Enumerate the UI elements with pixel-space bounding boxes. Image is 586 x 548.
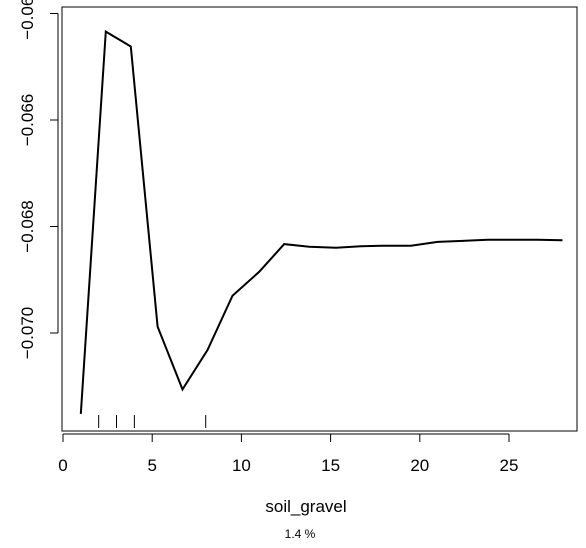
x-tick-label: 20 xyxy=(410,456,429,475)
x-tick-label: 25 xyxy=(500,456,519,475)
y-tick-label: −0.070 xyxy=(18,307,37,359)
y-axis: −0.064 −0.066 −0.068 −0.070 xyxy=(18,0,59,359)
x-axis-label: soil_gravel xyxy=(265,497,346,516)
x-tick-label: 0 xyxy=(58,456,67,475)
x-tick-label: 5 xyxy=(147,456,156,475)
x-tick-label: 10 xyxy=(232,456,251,475)
rug-marks xyxy=(98,415,207,428)
y-tick-label: −0.066 xyxy=(18,94,37,146)
x-axis-subtitle: 1.4 % xyxy=(285,527,316,541)
x-axis: 0 5 10 15 20 25 xyxy=(58,433,519,475)
y-tick-label: −0.068 xyxy=(18,200,37,252)
x-tick-label: 15 xyxy=(321,456,340,475)
y-tick-label: −0.064 xyxy=(18,0,37,40)
series-line xyxy=(79,29,563,414)
plot-frame xyxy=(61,6,578,432)
